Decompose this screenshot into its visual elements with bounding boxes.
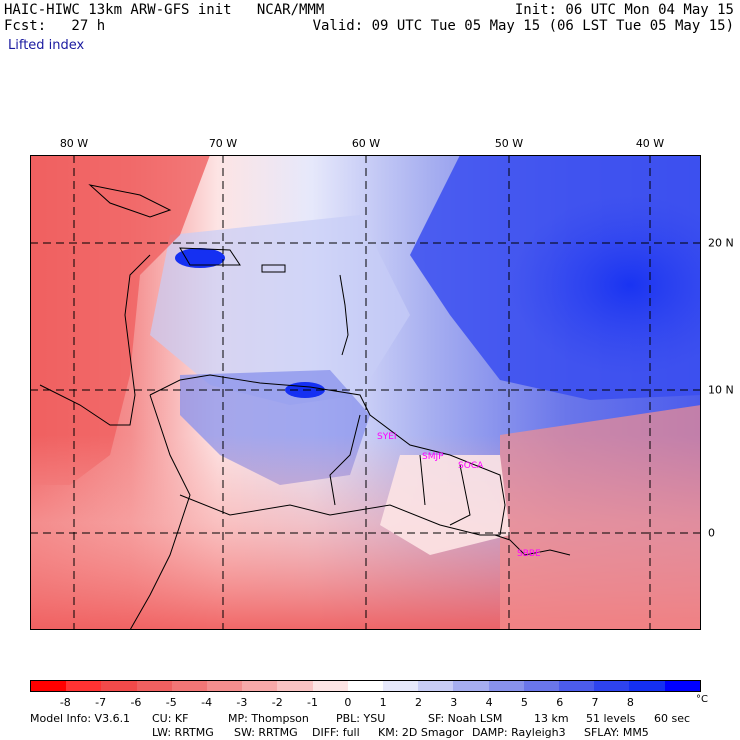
damping: DAMP: Rayleigh3 <box>472 726 566 739</box>
lon-label-50w: 50 W <box>494 137 524 150</box>
colombia-border <box>129 394 191 630</box>
stable-core <box>510 195 701 375</box>
cumulus-scheme: CU: KF <box>152 712 189 725</box>
colorbar-segment <box>136 681 172 691</box>
colorbar-segment <box>383 681 419 691</box>
colorbar-tick-label: 2 <box>414 696 422 709</box>
lon-label-60w: 60 W <box>351 137 381 150</box>
lesser-antilles <box>339 274 349 356</box>
colorbar-segment <box>171 681 208 691</box>
central-america-coast <box>39 254 151 426</box>
forecast-hour: Fcst: 27 h <box>4 18 106 34</box>
lon-label-70w: 70 W <box>208 137 238 150</box>
colorbar-segment <box>31 681 67 691</box>
lon-label-40w: 40 W <box>635 137 665 150</box>
colorbar-segment <box>629 681 665 691</box>
colorbar-tick-label: -8 <box>59 696 71 709</box>
levels: 51 levels <box>586 712 636 725</box>
lat-label-20n: 20 N <box>708 236 734 250</box>
shortwave-scheme: SW: RRTMG <box>234 726 298 739</box>
colorbar-unit: °C <box>696 694 708 705</box>
lat-label-0: 0 <box>708 526 715 540</box>
diffusion: DIFF: full <box>312 726 360 739</box>
colorbar-segment <box>312 681 348 691</box>
colorbar-segment <box>488 681 524 691</box>
amazon-delta <box>494 534 571 556</box>
colorbar-segment <box>418 681 454 691</box>
colorbar-tick-label: -7 <box>95 696 107 709</box>
hispaniola-blue <box>175 248 225 268</box>
lifted-index-map: SYEI SMJP SOCA SBBE <box>30 155 701 630</box>
cuba-coast <box>88 184 172 218</box>
guianas-pink <box>380 455 510 555</box>
colorbar-tick-label: 4 <box>485 696 493 709</box>
resolution: 13 km <box>534 712 569 725</box>
lat-label-10n: 10 N <box>708 383 734 397</box>
colorbar-segment <box>523 681 560 691</box>
colorbar-tick-label: -2 <box>271 696 283 709</box>
station-label: SOCA <box>458 461 484 471</box>
colorbar-segment <box>453 681 489 691</box>
colorbar-tick-label: -3 <box>236 696 248 709</box>
model-info: Model Info: V3.6.1 <box>30 712 131 725</box>
surface-layer: SFLAY: MM5 <box>584 726 649 739</box>
suriname-border <box>419 454 426 506</box>
colorbar-segment <box>101 681 137 691</box>
station-label: SMJP <box>422 452 444 462</box>
timestep: 60 sec <box>654 712 691 725</box>
colorbar-segment <box>664 681 700 691</box>
puerto-rico-coast <box>261 264 286 273</box>
map-frame <box>30 155 701 630</box>
colorbar-tick-label: 1 <box>379 696 387 709</box>
surface-scheme: SF: Noah LSM <box>428 712 503 725</box>
colorbar-tick-label: 6 <box>556 696 564 709</box>
init-time: Init: 06 UTC Mon 04 May 15 <box>514 2 734 18</box>
model-title: HAIC-HIWC 13km ARW-GFS init NCAR/MMM <box>4 2 325 18</box>
colorbar-segment <box>559 681 595 691</box>
microphysics-scheme: MP: Thompson <box>228 712 309 725</box>
colorbar-segment <box>594 681 630 691</box>
longwave-scheme: LW: RRTMG <box>152 726 214 739</box>
colorbar-segment <box>277 681 313 691</box>
colorbar-segment <box>207 681 243 691</box>
venezuela-coast <box>149 374 506 536</box>
colorbar-tick-label: -4 <box>201 696 213 709</box>
valid-time: Valid: 09 UTC Tue 05 May 15 (06 LST Tue … <box>312 18 734 34</box>
colorbar-tick-label: 0 <box>344 696 352 709</box>
french-guiana-border <box>449 464 471 526</box>
lon-label-80w: 80 W <box>59 137 89 150</box>
station-label: SBBE <box>517 549 541 559</box>
hispaniola-coast <box>179 247 241 266</box>
guyana-border <box>329 414 361 506</box>
colorbar-tick-label: 7 <box>591 696 599 709</box>
colorbar-segment <box>347 681 384 691</box>
colorbar-tick-label: -5 <box>165 696 177 709</box>
km-opt: KM: 2D Smagor <box>378 726 464 739</box>
colorbar-segment <box>242 681 278 691</box>
colorbar <box>30 680 701 692</box>
atlantic-south-pink <box>500 405 701 630</box>
colorbar-segment <box>66 681 102 691</box>
pbl-scheme: PBL: YSU <box>336 712 386 725</box>
station-label: SYEI <box>377 432 397 442</box>
field-name: Lifted index <box>8 38 85 53</box>
colorbar-tick-label: 3 <box>450 696 458 709</box>
colorbar-tick-label: -6 <box>130 696 142 709</box>
colorbar-tick-label: 8 <box>626 696 634 709</box>
colorbar-tick-label: -1 <box>307 696 318 709</box>
colorbar-tick-label: 5 <box>520 696 528 709</box>
